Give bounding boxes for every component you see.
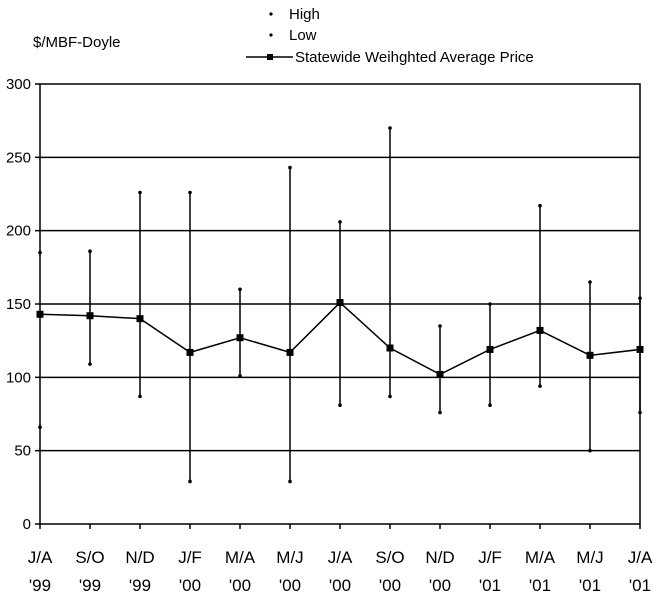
legend-average-label: Statewide Weihghted Average Price [295,49,534,66]
x-tick-label-period: M/A [225,548,256,567]
legend-high-label: High [289,6,320,23]
y-axis-label: $/MBF-Doyle [33,34,121,51]
y-tick-label: 50 [14,443,31,460]
average-price-point [86,312,94,320]
high-point [188,190,192,195]
x-tick-label-year: '01 [529,576,551,595]
x-tick-label-year: '01 [579,576,601,595]
x-tick-label-year: '99 [129,576,151,595]
high-point [438,324,442,328]
high-point [388,126,392,130]
y-tick-label: 100 [6,369,31,386]
y-tick-label: 0 [23,516,31,533]
high-point [238,287,242,292]
average-price-point [586,351,594,359]
x-tick-label-period: M/J [276,548,303,567]
x-tick-label-period: M/J [576,548,603,567]
low-point [88,362,92,366]
x-tick-label-period: N/D [125,548,154,567]
y-tick-label: 250 [6,149,31,166]
x-tick-label-year: '00 [279,576,301,595]
low-point [138,394,142,399]
x-tick-label-year: '00 [329,576,351,595]
x-axis-ticks: J/A '99 S/O '99 N/D '99 J/F '00 M/A '00 M/J '00 J/A '… [28,524,653,595]
x-tick-label-period: M/A [525,548,556,567]
x-tick-label-period: J/F [178,548,202,567]
low-point [288,479,292,484]
low-point [238,374,242,378]
average-price-point [486,345,494,353]
y-tick-label: 300 [6,76,31,93]
x-tick-label-year: '99 [79,576,101,595]
y-axis-ticks: 0 50 100 150 200 250 300 [6,76,40,533]
average-price-point [336,299,344,307]
x-tick-label-period: J/F [478,548,502,567]
x-tick-label-period: S/O [375,548,404,567]
x-tick-label-year: '99 [29,576,51,595]
legend-low-label: Low [289,27,317,44]
average-price-point [536,326,544,334]
legend-low-marker [269,33,273,37]
legend: High Low Statewide Weihghted Average Pri… [246,6,534,66]
y-tick-label: 150 [6,296,31,313]
low-point [488,403,492,408]
x-tick-label-year: '01 [479,576,501,595]
low-point [538,384,542,388]
x-tick-label-year: '00 [179,576,201,595]
high-point [338,220,342,224]
x-tick-label-period: J/A [328,548,353,567]
average-price-point [236,334,244,342]
high-point [138,190,142,195]
high-point [488,302,492,306]
high-point [588,280,592,284]
x-tick-label-period: S/O [75,548,104,567]
legend-average-marker [267,54,273,60]
x-tick-label-period: J/A [28,548,53,567]
high-point [538,203,542,208]
low-point [388,394,392,399]
average-price-point [386,344,394,352]
low-point [188,479,192,484]
x-tick-label-year: '01 [629,576,651,595]
average-price-point [186,348,194,356]
average-price-point [136,315,144,323]
y-tick-label: 200 [6,223,31,240]
high-point [288,165,292,170]
x-tick-label-year: '00 [429,576,451,595]
x-tick-label-period: J/A [628,548,653,567]
x-tick-label-period: N/D [425,548,454,567]
low-point [338,403,342,408]
high-point [88,249,92,253]
average-price-point [436,370,444,378]
legend-high-marker [269,12,273,16]
x-tick-label-year: '00 [229,576,251,595]
average-price-point [286,348,294,356]
low-point [588,448,592,453]
low-point [438,410,442,415]
x-tick-label-year: '00 [379,576,401,595]
plot-area-frame [39,83,641,525]
